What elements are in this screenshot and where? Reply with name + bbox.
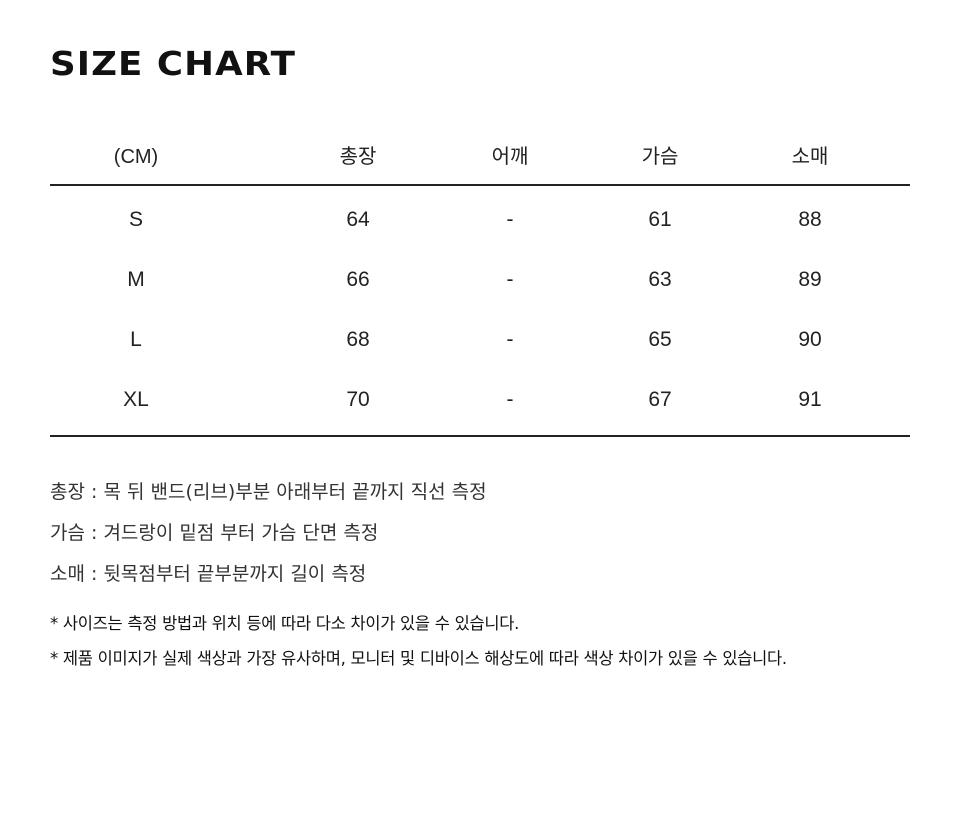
header-length: 총장 xyxy=(339,146,377,168)
table-row: L 68 - 65 90 xyxy=(50,325,910,355)
chest-value: 63 xyxy=(648,268,672,291)
length-value: 70 xyxy=(346,388,370,411)
length-value: 68 xyxy=(346,328,370,351)
sleeve-value: 90 xyxy=(798,328,822,351)
sleeve-value: 89 xyxy=(798,268,822,291)
table-row: XL 70 - 67 91 xyxy=(50,385,910,415)
page-title: SIZE CHART xyxy=(50,44,297,83)
chest-value: 61 xyxy=(648,208,672,231)
header-unit: (CM) xyxy=(113,146,159,168)
sleeve-value: 91 xyxy=(798,388,822,411)
chest-value: 67 xyxy=(648,388,672,411)
shoulder-value: - xyxy=(506,388,514,411)
size-label: XL xyxy=(123,388,149,411)
header-chest: 가슴 xyxy=(641,146,679,168)
note-length: 총장 : 목 뒤 밴드(리브)부분 아래부터 끝까지 직선 측정 xyxy=(50,481,487,503)
size-label: S xyxy=(128,208,143,231)
disclaimer-color: * 제품 이미지가 실제 색상과 가장 유사하며, 모니터 및 디바이스 해상도… xyxy=(50,649,787,668)
chest-value: 65 xyxy=(648,328,672,351)
length-value: 64 xyxy=(346,208,370,231)
length-value: 66 xyxy=(346,268,370,291)
table-row: S 64 - 61 88 xyxy=(50,205,910,235)
shoulder-value: - xyxy=(506,268,514,291)
table-header-row: (CM) 총장 어깨 가슴 소매 xyxy=(50,142,910,172)
note-sleeve: 소매 : 뒷목점부터 끝부분까지 길이 측정 xyxy=(50,563,367,585)
sleeve-value: 88 xyxy=(798,208,822,231)
table-bottom-divider xyxy=(50,435,910,437)
size-label: M xyxy=(127,268,145,291)
disclaimer-size: * 사이즈는 측정 방법과 위치 등에 따라 다소 차이가 있을 수 있습니다. xyxy=(50,614,520,633)
size-label: L xyxy=(130,328,142,351)
header-divider xyxy=(50,184,910,186)
shoulder-value: - xyxy=(506,208,514,231)
note-chest: 가슴 : 겨드랑이 밑점 부터 가슴 단면 측정 xyxy=(50,522,379,544)
shoulder-value: - xyxy=(506,328,514,351)
header-shoulder: 어깨 xyxy=(491,146,529,168)
header-sleeve: 소매 xyxy=(791,146,829,168)
table-row: M 66 - 63 89 xyxy=(50,265,910,295)
